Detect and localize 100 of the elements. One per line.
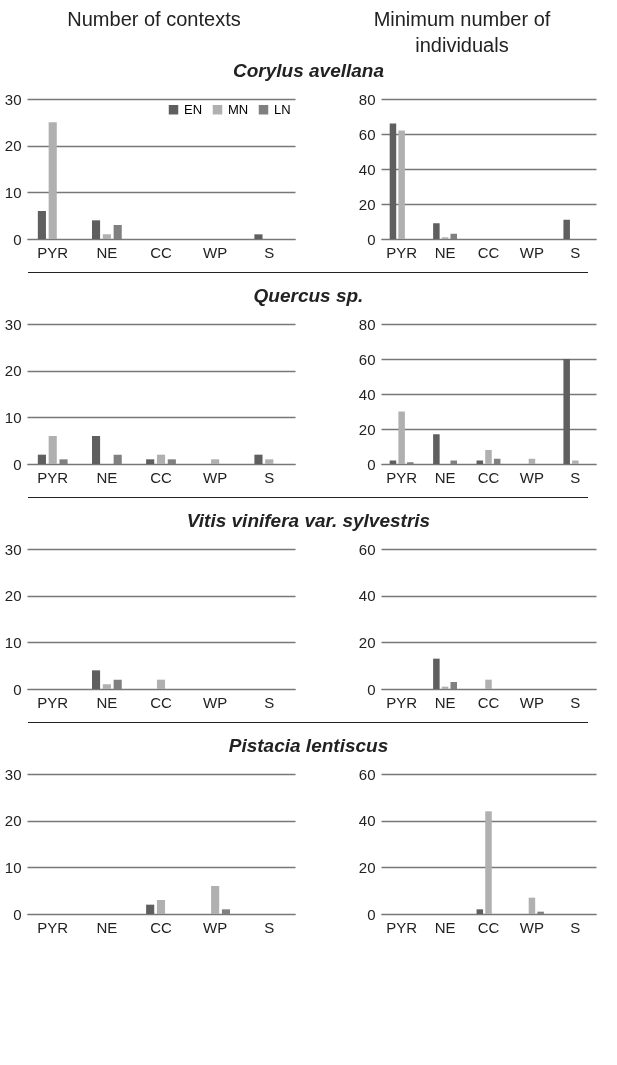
- bar: [91, 220, 101, 239]
- x-tick-label: PYR: [37, 468, 69, 486]
- chart-title: Number of contexts: [66, 7, 242, 32]
- bar: [485, 679, 492, 689]
- x-tick-label: WP: [519, 468, 545, 486]
- x-tick-label: WP: [203, 693, 228, 711]
- x-tick-label: CC: [477, 918, 500, 936]
- x-tick-label: CC: [150, 693, 172, 711]
- x-tick-label: S: [570, 918, 581, 936]
- x-tick-label: NE: [434, 918, 456, 936]
- x-tick-label: S: [264, 693, 275, 711]
- bar: [485, 450, 492, 464]
- bar: [398, 130, 405, 239]
- y-tick-label: 20: [4, 587, 22, 605]
- x-tick-label: NE: [434, 243, 456, 261]
- y-tick-label: 20: [4, 812, 22, 830]
- bar: [91, 670, 101, 689]
- x-tick-label: S: [570, 693, 581, 711]
- x-tick-label: WP: [203, 243, 228, 261]
- y-tick-label: 0: [13, 230, 22, 248]
- bar: [48, 436, 57, 464]
- y-tick-label: 20: [4, 362, 22, 380]
- chart-title: Minimum number of individuals: [372, 7, 552, 56]
- bar: [37, 211, 46, 239]
- y-tick-label: 0: [13, 680, 22, 698]
- x-tick-label: WP: [519, 243, 545, 261]
- x-tick-label: CC: [150, 468, 172, 486]
- y-tick-label: 0: [367, 680, 376, 698]
- y-tick-label: 20: [4, 137, 22, 155]
- bar: [398, 411, 405, 464]
- y-tick-label: 60: [358, 540, 376, 558]
- x-tick-label: PYR: [386, 693, 418, 711]
- y-tick-label: 0: [13, 455, 22, 473]
- bar: [156, 900, 166, 914]
- x-tick-label: CC: [477, 468, 500, 486]
- bar: [37, 454, 46, 464]
- y-tick-label: 20: [358, 633, 376, 651]
- y-tick-label: 60: [358, 765, 376, 783]
- bar: [102, 234, 111, 239]
- chart-subtitle: Vitis vinifera var. sylvestris: [185, 509, 432, 533]
- bar: [48, 122, 57, 239]
- bar: [146, 459, 155, 464]
- y-tick-label: 40: [358, 812, 376, 830]
- x-tick-label: WP: [519, 693, 545, 711]
- bar: [254, 234, 263, 239]
- legend-label: LN: [274, 101, 291, 117]
- y-tick-label: 20: [358, 195, 376, 213]
- x-tick-label: S: [264, 243, 275, 261]
- x-tick-label: CC: [477, 693, 500, 711]
- x-tick-label: S: [264, 468, 275, 486]
- y-tick-label: 30: [4, 540, 22, 558]
- x-tick-label: NE: [96, 243, 118, 261]
- y-tick-label: 60: [358, 350, 376, 368]
- x-tick-label: WP: [519, 918, 545, 936]
- y-tick-label: 30: [4, 765, 22, 783]
- chart-subtitle: Corylus avellana: [232, 59, 385, 83]
- legend-label: MN: [228, 101, 249, 117]
- y-tick-label: 20: [358, 420, 376, 438]
- x-tick-label: WP: [203, 468, 228, 486]
- x-tick-label: PYR: [37, 243, 69, 261]
- y-tick-label: 60: [358, 125, 376, 143]
- y-tick-label: 0: [367, 905, 376, 923]
- y-tick-label: 40: [358, 160, 376, 178]
- bar: [476, 909, 484, 914]
- x-tick-label: NE: [96, 693, 118, 711]
- chart-subtitle: Quercus sp.: [252, 284, 365, 308]
- bar: [211, 459, 220, 464]
- y-tick-label: 10: [4, 183, 22, 201]
- x-tick-label: NE: [434, 693, 456, 711]
- bar: [433, 658, 440, 689]
- y-tick-label: 80: [358, 90, 376, 108]
- bar: [563, 359, 570, 464]
- bar: [91, 436, 101, 464]
- x-tick-label: CC: [150, 243, 172, 261]
- x-tick-label: CC: [477, 243, 500, 261]
- x-tick-label: S: [264, 918, 275, 936]
- bar: [102, 684, 111, 689]
- bar: [156, 454, 166, 464]
- bar: [146, 904, 155, 914]
- y-tick-label: 40: [358, 385, 376, 403]
- bar: [433, 434, 440, 464]
- y-tick-label: 10: [4, 408, 22, 426]
- bar: [211, 886, 220, 914]
- bar: [485, 811, 492, 914]
- y-tick-label: 40: [358, 587, 376, 605]
- x-tick-label: PYR: [386, 243, 418, 261]
- x-tick-label: PYR: [386, 468, 418, 486]
- legend-label: EN: [184, 101, 203, 117]
- bar: [572, 460, 579, 464]
- x-tick-label: S: [570, 243, 581, 261]
- y-tick-label: 0: [367, 230, 376, 248]
- x-tick-label: PYR: [386, 918, 418, 936]
- bar: [433, 223, 440, 239]
- x-tick-label: NE: [96, 468, 118, 486]
- x-tick-label: PYR: [37, 693, 69, 711]
- y-tick-label: 30: [4, 90, 22, 108]
- bar: [389, 123, 397, 239]
- y-tick-label: 30: [4, 315, 22, 333]
- bar: [563, 219, 570, 239]
- bar: [265, 459, 274, 464]
